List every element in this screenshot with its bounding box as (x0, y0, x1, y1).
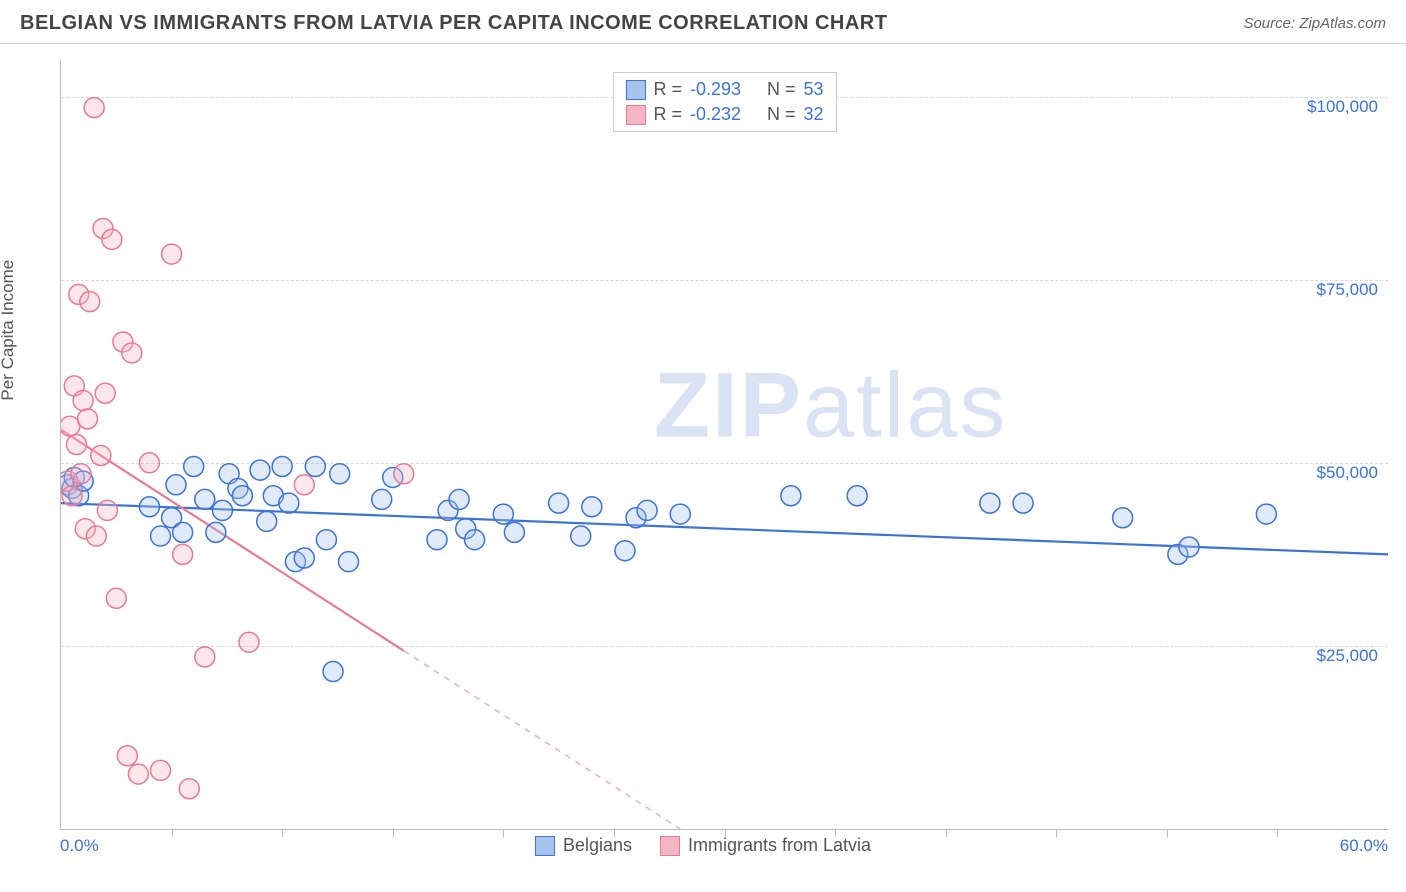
legend-label-0: Belgians (563, 835, 632, 856)
stat-n-label: N = (767, 104, 796, 125)
trend-lines (61, 60, 1388, 829)
legend-label-1: Immigrants from Latvia (688, 835, 871, 856)
stat-r-label: R = (653, 104, 682, 125)
x-axis-max: 60.0% (1340, 836, 1388, 856)
plot-area: ZIPatlas $25,000 $50,000 $75,000 $100,000 R… (60, 60, 1388, 830)
legend-swatch-1 (660, 836, 680, 856)
stats-row-1: R = -0.232 N = 32 (623, 102, 825, 127)
stat-n-label: N = (767, 79, 796, 100)
stats-row-0: R = -0.293 N = 53 (623, 77, 825, 102)
stat-n-1: 32 (804, 104, 824, 125)
stat-n-0: 53 (804, 79, 824, 100)
y-tick-label: $75,000 (1317, 280, 1378, 300)
chart-container: Per Capita Income ZIPatlas $25,000$50,00… (18, 48, 1388, 874)
y-axis-label: Per Capita Income (0, 260, 18, 401)
chart-header: BELGIAN VS IMMIGRANTS FROM LATVIA PER CA… (0, 0, 1406, 44)
chart-title: BELGIAN VS IMMIGRANTS FROM LATVIA PER CA… (20, 12, 887, 35)
stat-r-0: -0.293 (690, 79, 741, 100)
watermark-bold: ZIP (654, 355, 803, 457)
scatter-points (61, 60, 1388, 829)
x-axis-min: 0.0% (60, 836, 99, 856)
watermark-light: atlas (803, 355, 1007, 457)
legend-item-1: Immigrants from Latvia (660, 835, 871, 856)
legend-item-0: Belgians (535, 835, 632, 856)
legend-swatch-0 (535, 836, 555, 856)
stats-legend: R = -0.293 N = 53 R = -0.232 N = 32 (612, 72, 836, 132)
series-legend: Belgians Immigrants from Latvia (535, 835, 871, 856)
swatch-series-1 (625, 105, 645, 125)
y-tick-label: $25,000 (1317, 646, 1378, 666)
watermark: ZIPatlas (654, 354, 1007, 459)
stat-r-label: R = (653, 79, 682, 100)
y-tick-label: $50,000 (1317, 463, 1378, 483)
swatch-series-0 (625, 80, 645, 100)
stat-r-1: -0.232 (690, 104, 741, 125)
y-tick-label: $100,000 (1307, 97, 1378, 117)
chart-source: Source: ZipAtlas.com (1243, 15, 1386, 32)
